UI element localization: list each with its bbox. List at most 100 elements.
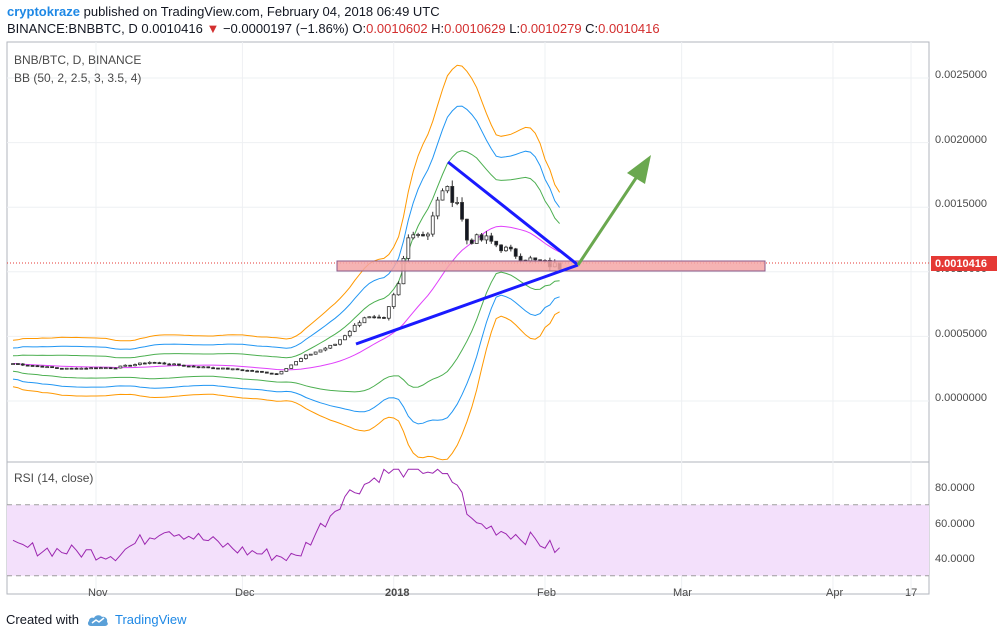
candle-body <box>269 372 274 375</box>
grid-lines <box>7 42 929 594</box>
candle-body <box>372 316 377 319</box>
price-change: −0.0000197 (−1.86%) <box>222 21 349 36</box>
candle-body <box>513 248 518 257</box>
rsi-tick-label: 40.0000 <box>935 553 975 565</box>
open-value: 0.0010602 <box>366 21 428 36</box>
candle-body <box>11 363 15 365</box>
candle-body <box>162 362 167 365</box>
candle-body <box>264 371 269 374</box>
rsi-series-line <box>12 468 560 562</box>
candle-body <box>59 367 64 370</box>
price-tick-label: 0.0000000 <box>935 392 987 404</box>
descending-trendline[interactable] <box>447 160 579 267</box>
bb-upper-band <box>12 105 561 350</box>
symbol-info: BINANCE:BNBBTC, D <box>7 21 138 36</box>
bb-upper-band <box>12 150 560 359</box>
down-arrow-icon: ▼ <box>206 21 220 36</box>
candle-body <box>55 367 59 369</box>
close-label: C: <box>585 21 599 36</box>
time-tick-label: Nov <box>88 587 108 599</box>
tradingview-cloud-icon <box>87 614 108 626</box>
candle-body <box>343 335 347 341</box>
candle-body <box>240 369 245 372</box>
candle-body <box>391 294 396 308</box>
candle-body <box>172 363 176 366</box>
projection-arrowhead <box>627 155 651 184</box>
author-username[interactable]: cryptokraze <box>7 4 80 19</box>
candle-body <box>98 367 103 370</box>
high-label: H: <box>431 21 445 36</box>
candle-body <box>396 283 401 296</box>
bb-upper-band <box>12 64 561 342</box>
candle-body <box>528 257 533 262</box>
candle-body <box>25 364 30 367</box>
low-label: L: <box>509 21 521 36</box>
candle-body <box>250 370 255 372</box>
time-tick-label: Apr <box>826 587 843 599</box>
rsi-band-fill <box>7 504 929 576</box>
rsi-legend: RSI (14, close) <box>14 471 93 485</box>
time-tick-label: Mar <box>673 587 692 599</box>
tradingview-brand-link[interactable]: TradingView <box>114 612 187 627</box>
candle-body <box>284 368 289 372</box>
candle-body <box>455 202 460 204</box>
candle-body <box>40 365 45 368</box>
close-value: 0.0010416 <box>598 21 660 36</box>
candle-body <box>518 255 523 261</box>
candle-body <box>30 365 35 367</box>
candle-body <box>508 246 513 250</box>
open-label: O: <box>352 21 367 36</box>
candle-body <box>484 235 489 241</box>
candle-body <box>142 362 147 365</box>
candle-body <box>147 361 152 364</box>
candle-body <box>84 367 89 370</box>
resistance-zone[interactable] <box>336 260 766 272</box>
publish-info: published on TradingView.com, February 0… <box>83 4 440 19</box>
candle-body <box>489 235 494 242</box>
candle-body <box>299 358 303 362</box>
candle-body <box>352 324 357 332</box>
candle-body <box>430 215 435 235</box>
candle-body <box>89 367 94 370</box>
bb-lower-band <box>12 311 560 461</box>
candle-body <box>445 186 450 192</box>
candle-body <box>333 343 338 346</box>
candle-body <box>289 364 294 369</box>
candle-body <box>69 367 74 370</box>
candle-body <box>411 234 416 239</box>
candle-body <box>167 363 172 366</box>
candle-body <box>230 368 235 371</box>
candle-body <box>279 370 284 375</box>
candle-body <box>504 246 508 252</box>
footer: Created with TradingView <box>6 612 187 627</box>
ascending-trendline[interactable] <box>355 263 579 346</box>
candlesticks <box>11 180 562 376</box>
candle-body <box>499 244 503 252</box>
candle-body <box>152 361 157 364</box>
rsi-tick-label: 60.0000 <box>935 518 975 530</box>
projection-arrow[interactable] <box>576 171 642 266</box>
candle-body <box>318 349 323 353</box>
candle-body <box>494 240 499 246</box>
publish-line: cryptokraze published on TradingView.com… <box>7 4 440 19</box>
bb-lower-band <box>12 271 560 393</box>
bb-lower-band <box>12 294 560 425</box>
candle-body <box>108 367 113 370</box>
candle-body <box>474 234 479 244</box>
candle-body <box>50 366 54 369</box>
candle-body <box>113 367 118 370</box>
candle-body <box>450 186 455 203</box>
candle-body <box>196 366 201 369</box>
candle-body <box>103 367 108 370</box>
candle-body <box>123 364 128 367</box>
created-with-label: Created with <box>6 612 79 627</box>
price-tick-label: 0.0025000 <box>935 69 987 81</box>
rsi-band <box>7 504 929 577</box>
candle-body <box>186 365 191 368</box>
candle-body <box>16 363 20 365</box>
candle-body <box>386 306 391 319</box>
candle-body <box>245 369 250 372</box>
main-legend-indicator: BB (50, 2, 2.5, 3, 3.5, 4) <box>14 71 141 85</box>
candle-body <box>94 367 98 370</box>
